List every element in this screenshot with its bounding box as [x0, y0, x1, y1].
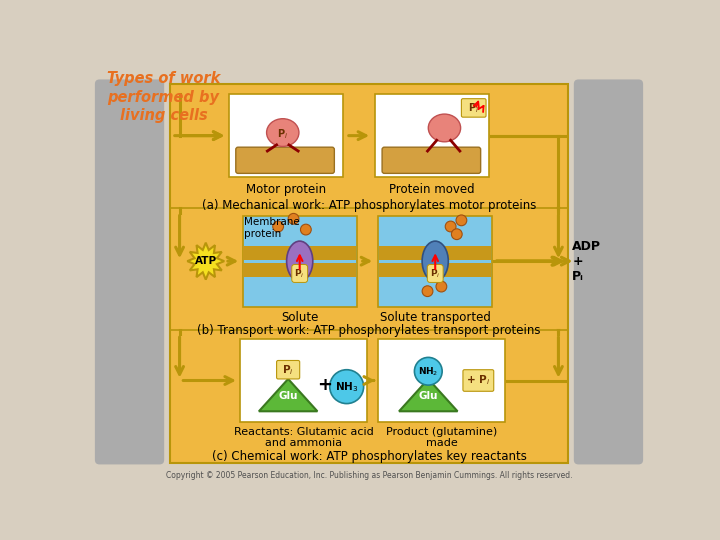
Text: NH$_2$: NH$_2$ [418, 365, 438, 377]
Bar [378, 215, 492, 307]
Circle shape [415, 357, 442, 385]
FancyBboxPatch shape [229, 94, 343, 177]
Text: Solute transported: Solute transported [379, 311, 490, 324]
FancyBboxPatch shape [574, 79, 643, 464]
Text: P$_i$: P$_i$ [468, 101, 480, 115]
Circle shape [300, 224, 311, 235]
Text: Product (glutamine)
made: Product (glutamine) made [386, 427, 497, 448]
Text: + P$_i$: + P$_i$ [467, 374, 490, 387]
Circle shape [456, 215, 467, 226]
Text: Copyright © 2005 Pearson Education, Inc. Publishing as Pearson Benjamin Cummings: Copyright © 2005 Pearson Education, Inc.… [166, 470, 572, 480]
FancyBboxPatch shape [276, 361, 300, 379]
Polygon shape [187, 242, 224, 280]
Bar [243, 215, 356, 307]
Circle shape [273, 221, 284, 232]
FancyBboxPatch shape [462, 99, 486, 117]
Circle shape [445, 221, 456, 232]
Polygon shape [399, 379, 457, 411]
Text: Solute: Solute [281, 311, 318, 324]
Ellipse shape [422, 241, 449, 281]
Bar [171, 84, 567, 463]
Circle shape [422, 286, 433, 296]
Text: Protein moved: Protein moved [390, 184, 475, 197]
Text: Glu: Glu [279, 391, 298, 401]
Circle shape [451, 229, 462, 240]
Ellipse shape [266, 119, 299, 146]
Text: NH$_3$: NH$_3$ [335, 380, 359, 394]
Text: Glu: Glu [418, 391, 438, 401]
Text: Motor protein: Motor protein [246, 184, 326, 197]
Polygon shape [259, 379, 318, 411]
Text: (c) Chemical work: ATP phosphorylates key reactants: (c) Chemical work: ATP phosphorylates ke… [212, 450, 526, 463]
FancyBboxPatch shape [240, 339, 367, 422]
FancyBboxPatch shape [463, 370, 494, 392]
Bar [379, 262, 492, 276]
Ellipse shape [287, 241, 312, 281]
Text: (a) Mechanical work: ATP phosphorylates motor proteins: (a) Mechanical work: ATP phosphorylates … [202, 199, 536, 212]
Text: P$_i$: P$_i$ [282, 363, 294, 376]
Text: Types of work
performed by
living cells: Types of work performed by living cells [107, 71, 220, 123]
FancyBboxPatch shape [375, 94, 489, 177]
Text: P$_i$: P$_i$ [430, 267, 441, 280]
FancyBboxPatch shape [382, 147, 481, 173]
Bar [379, 246, 492, 260]
FancyBboxPatch shape [378, 339, 505, 422]
Text: P$_i$: P$_i$ [294, 267, 305, 280]
Text: ATP: ATP [194, 256, 217, 266]
Bar [243, 262, 356, 276]
Ellipse shape [428, 114, 461, 142]
Text: ADP
+
Pᵢ: ADP + Pᵢ [572, 240, 601, 282]
Text: (b) Transport work: ATP phosphorylates transport proteins: (b) Transport work: ATP phosphorylates t… [197, 323, 541, 336]
Bar [243, 246, 356, 260]
Circle shape [330, 370, 364, 403]
Circle shape [288, 213, 299, 224]
FancyBboxPatch shape [95, 79, 164, 464]
Text: Reactants: Glutamic acid
and ammonia: Reactants: Glutamic acid and ammonia [234, 427, 374, 448]
Text: +: + [318, 376, 333, 394]
FancyBboxPatch shape [235, 147, 334, 173]
Circle shape [436, 281, 447, 292]
Text: P$_i$: P$_i$ [277, 127, 288, 141]
Text: Membrane
protein: Membrane protein [244, 217, 300, 239]
